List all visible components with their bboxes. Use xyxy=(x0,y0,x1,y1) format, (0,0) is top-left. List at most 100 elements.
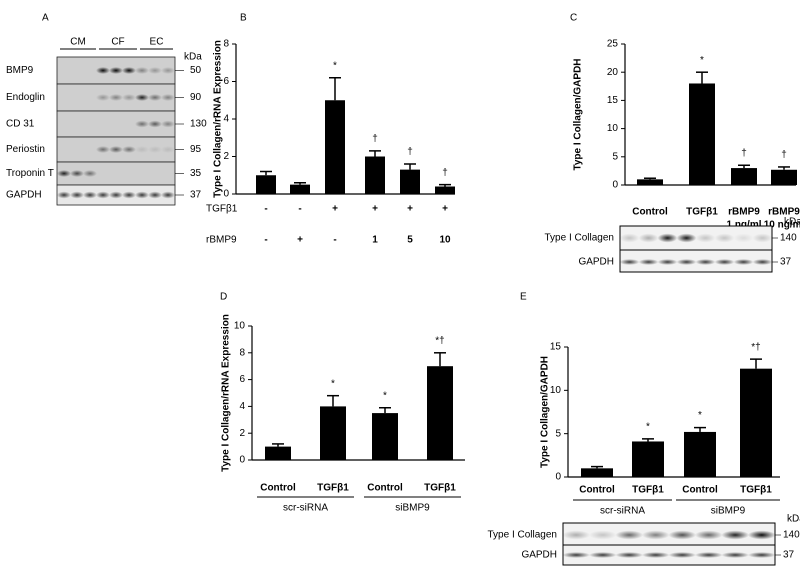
group-label: scr-siRNA xyxy=(283,503,328,514)
y-tick-label: 2 xyxy=(223,151,229,162)
blot-band xyxy=(752,233,773,243)
kda-label: 35 xyxy=(190,168,202,179)
x-tick-label: 1 ng/ml xyxy=(726,220,761,231)
blot-band xyxy=(733,233,754,243)
blot-box xyxy=(562,522,776,566)
blot-band xyxy=(721,530,750,540)
treatment-value: + xyxy=(372,204,378,215)
blot-row-label: GAPDH xyxy=(521,550,557,561)
bar xyxy=(731,168,757,185)
panel-label: B xyxy=(240,13,247,24)
blot-band xyxy=(641,552,670,558)
x-tick-label: TGFβ1 xyxy=(740,485,772,496)
y-tick-label: 15 xyxy=(550,342,562,353)
y-tick-label: 4 xyxy=(223,114,229,125)
bar xyxy=(740,368,772,477)
treatment-value: + xyxy=(332,204,338,215)
blot-band xyxy=(135,67,149,74)
significance-mark: † xyxy=(781,150,787,161)
blot-band xyxy=(135,120,149,128)
treatment-value: + xyxy=(442,204,448,215)
group-label: siBMP9 xyxy=(395,503,430,514)
significance-mark: * xyxy=(700,55,704,66)
blot-band xyxy=(96,94,110,101)
blot-band xyxy=(161,67,175,74)
blot-band xyxy=(694,530,723,540)
x-tick-label: Control xyxy=(682,485,718,496)
y-tick-label: 0 xyxy=(555,472,561,483)
blot-band xyxy=(619,259,640,265)
lane-group-label: CF xyxy=(111,37,124,48)
treatment-value: + xyxy=(297,235,303,246)
significance-mark: * xyxy=(331,378,335,389)
blot-row-label: GAPDH xyxy=(578,257,614,268)
panel-label: E xyxy=(520,292,527,303)
panel-label: A xyxy=(42,13,49,24)
x-tick-label: TGFβ1 xyxy=(317,483,349,494)
blot-band xyxy=(747,552,776,558)
blot-band xyxy=(638,259,659,265)
blot-band xyxy=(676,233,697,243)
y-tick-label: 8 xyxy=(239,347,245,358)
y-tick-label: 0 xyxy=(239,455,245,466)
x-tick-label: TGFβ1 xyxy=(632,485,664,496)
blot-band xyxy=(70,191,84,199)
y-tick-label: 6 xyxy=(223,76,229,87)
kda-label: 50 xyxy=(190,65,202,76)
treatment-label: rBMP9 xyxy=(206,235,237,246)
treatment-value: - xyxy=(264,204,267,215)
bar xyxy=(689,83,715,185)
bar xyxy=(771,169,797,185)
y-tick-label: 10 xyxy=(234,321,246,332)
kda-label: 37 xyxy=(780,257,792,268)
y-tick-label: 4 xyxy=(239,401,245,412)
treatment-value: 5 xyxy=(407,235,413,246)
bar xyxy=(325,100,345,194)
blot-row-label: CD 31 xyxy=(6,119,35,130)
blot-band xyxy=(135,146,149,153)
kda-label: 130 xyxy=(190,119,207,130)
blot-band xyxy=(96,191,110,199)
kda-unit: kDa xyxy=(784,217,800,228)
kda-label: 95 xyxy=(190,144,202,155)
blot-band xyxy=(714,233,735,243)
x-tick-label: rBMP9 xyxy=(728,207,760,218)
blot-band xyxy=(668,552,697,558)
bar xyxy=(637,179,663,185)
blot-band xyxy=(148,120,162,128)
blot-box xyxy=(619,225,773,273)
blot-band xyxy=(122,67,136,74)
significance-mark: *† xyxy=(435,335,444,346)
blot-band xyxy=(619,233,640,243)
bar xyxy=(632,441,664,477)
blot-band xyxy=(109,94,123,101)
treatment-value: + xyxy=(407,204,413,215)
x-tick-label: TGFβ1 xyxy=(686,207,718,218)
kda-unit: kDa xyxy=(787,514,800,525)
significance-mark: † xyxy=(741,148,747,159)
x-tick-label: Control xyxy=(260,483,296,494)
treatment-value: 10 xyxy=(439,235,451,246)
significance-mark: * xyxy=(383,390,387,401)
blot-band xyxy=(641,530,670,540)
bar xyxy=(400,169,420,194)
blot-band xyxy=(695,233,716,243)
y-tick-label: 0 xyxy=(612,180,618,191)
kda-label: 140 xyxy=(780,233,797,244)
blot-band xyxy=(161,191,175,199)
y-axis-label: Type I Collagen/GAPDH xyxy=(573,58,584,170)
y-tick-label: 15 xyxy=(607,95,619,106)
treatment-value: - xyxy=(333,235,336,246)
blot-band xyxy=(148,94,162,101)
blot-band xyxy=(96,146,110,153)
blot-band xyxy=(657,233,678,243)
blot-row-label: GAPDH xyxy=(6,190,42,201)
x-tick-label: rBMP9 xyxy=(768,207,800,218)
blot-row-label: BMP9 xyxy=(6,65,34,76)
bar xyxy=(365,156,385,194)
y-tick-label: 5 xyxy=(612,151,618,162)
significance-mark: * xyxy=(698,410,702,421)
blot-band xyxy=(588,530,617,540)
blot-row-label: Endoglin xyxy=(6,92,45,103)
group-label: scr-siRNA xyxy=(600,506,645,517)
